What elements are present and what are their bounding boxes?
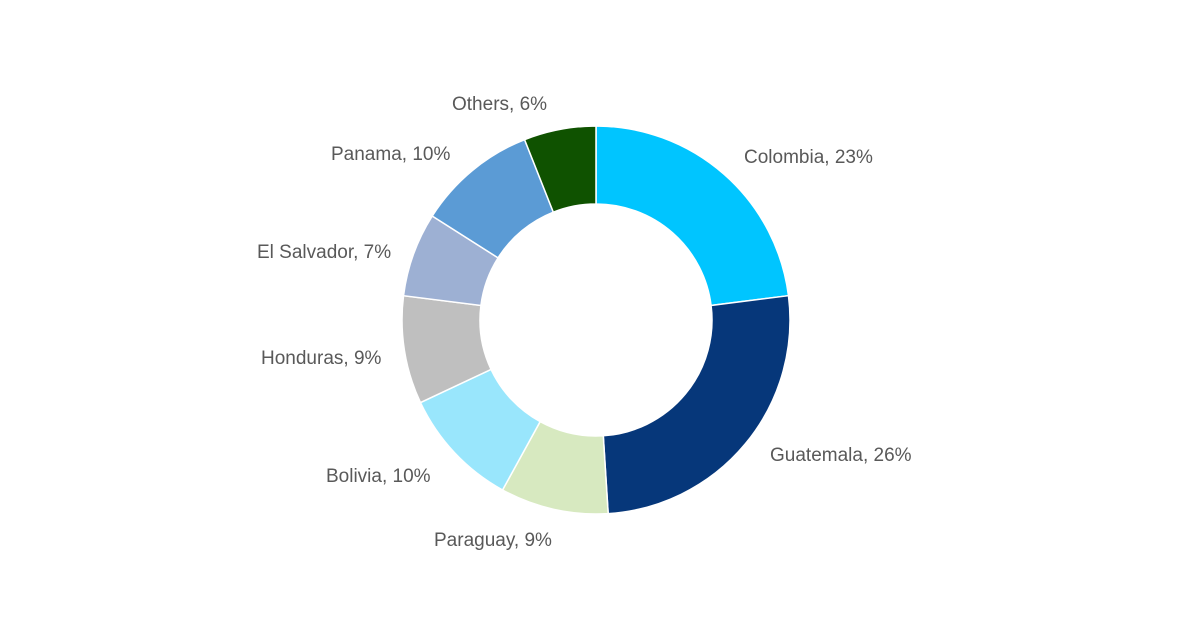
data-label-honduras: Honduras, 9% (261, 348, 382, 369)
data-label-el-salvador: El Salvador, 7% (257, 242, 392, 263)
data-label-paraguay: Paraguay, 9% (434, 530, 552, 551)
data-label-colombia: Colombia, 23% (744, 147, 873, 168)
data-label-bolivia: Bolivia, 10% (326, 466, 431, 487)
data-label-others: Others, 6% (452, 94, 548, 115)
data-label-guatemala: Guatemala, 26% (770, 445, 912, 466)
data-label-panama: Panama, 10% (331, 144, 451, 165)
slice-guatemala (602, 294, 791, 515)
slice-others (523, 125, 597, 214)
slice-colombia (595, 125, 790, 307)
